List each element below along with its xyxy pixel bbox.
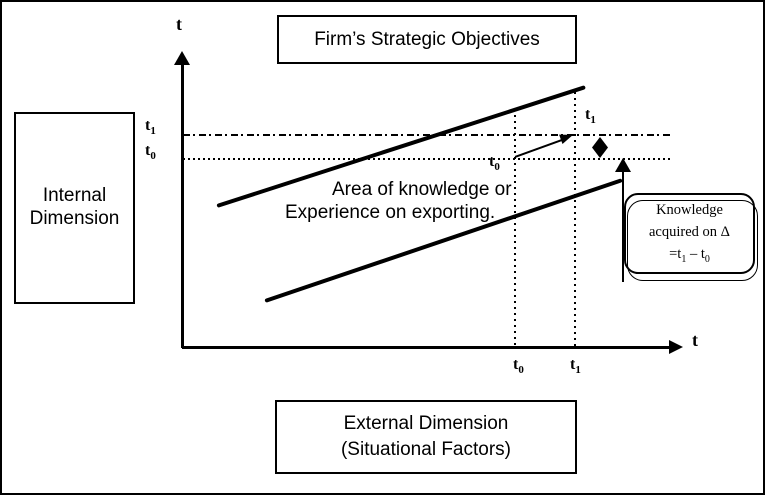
- x-axis-title: t: [692, 330, 698, 350]
- strategic-objectives-label: Firm’s Strategic Objectives: [314, 28, 540, 50]
- tick-t: t: [145, 142, 151, 159]
- tick-sub: 0: [150, 150, 156, 163]
- internal-dimension-line2: Dimension: [29, 208, 120, 229]
- y-axis-arrowhead-icon: [174, 51, 190, 65]
- t0-horizontal-dotted-line: [183, 158, 670, 160]
- external-dimension-line2: (Situational Factors): [340, 439, 511, 460]
- growth-arrow: [514, 130, 575, 158]
- tick-sub: 1: [150, 125, 156, 138]
- t1-horizontal-dotted-line: [183, 134, 670, 136]
- tick-t: t: [489, 153, 495, 170]
- equation-sub1: 1: [681, 253, 687, 265]
- tick-t: t: [145, 117, 151, 134]
- delta-diamond-icon: [592, 137, 608, 158]
- tick-t: t: [585, 106, 591, 123]
- knowledge-delta-arrow: [622, 171, 624, 282]
- tick-t: t: [513, 356, 519, 373]
- internal-dimension-line1: Internal: [42, 185, 107, 207]
- tick-label-t1-xaxis: t1: [570, 357, 581, 376]
- tick-sub: 1: [590, 114, 596, 127]
- tick-t: t: [570, 356, 576, 373]
- y-axis-line: [181, 62, 184, 348]
- external-dimension-box: External Dimension (Situational Factors): [275, 400, 577, 474]
- tick-label-t0-yaxis: t0: [145, 143, 156, 162]
- knowledge-callout-line1: Knowledge: [656, 202, 723, 219]
- tick-label-t0-arrow-start: t0: [489, 154, 500, 173]
- tick-label-t1-yaxis: t1: [145, 118, 156, 137]
- equation-mid: – t: [686, 245, 705, 262]
- tick-label-t0-xaxis: t0: [513, 357, 524, 376]
- knowledge-acquired-callout: Knowledge acquired on Δ =t1 – t0: [624, 193, 755, 274]
- equation-pre: =t: [669, 245, 682, 262]
- growth-arrowhead-icon: [559, 130, 575, 145]
- t0-vertical-dotted-line: [514, 115, 516, 348]
- tick-label-t1-above-diamond: t1: [585, 107, 596, 126]
- tick-sub: 1: [575, 364, 581, 377]
- y-axis-title: t: [176, 14, 182, 34]
- x-axis-line: [182, 346, 672, 349]
- strategic-objectives-box: Firm’s Strategic Objectives: [277, 15, 577, 64]
- knowledge-callout-equation: =t1 – t0: [669, 244, 710, 267]
- equation-sub0: 0: [704, 253, 710, 265]
- knowledge-delta-arrowhead-icon: [615, 158, 631, 172]
- x-axis-arrowhead-icon: [669, 340, 683, 354]
- area-annotation-line2: Experience on exporting.: [285, 202, 496, 223]
- external-dimension-line1: External Dimension: [343, 413, 509, 435]
- knowledge-callout-line2: acquired on Δ: [649, 224, 730, 241]
- area-annotation-line1: Area of knowledge or: [332, 179, 512, 200]
- t1-vertical-dotted-line: [574, 92, 576, 348]
- internal-dimension-box: Internal Dimension: [14, 112, 135, 304]
- tick-sub: 0: [518, 364, 524, 377]
- tick-sub: 0: [494, 161, 500, 174]
